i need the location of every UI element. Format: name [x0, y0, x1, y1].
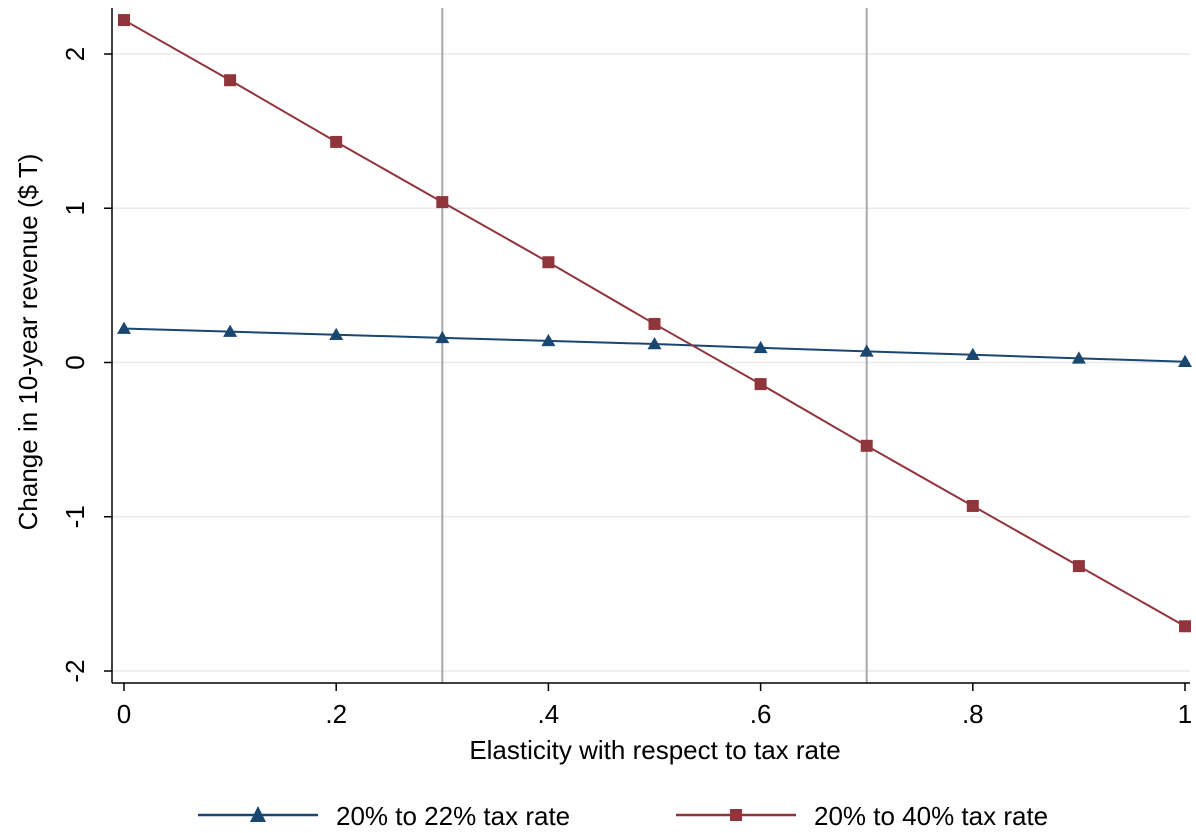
gridlines — [112, 53, 1190, 672]
x-tick-label: .4 — [538, 699, 560, 729]
axes — [111, 8, 1190, 684]
x-tick-label: 0 — [117, 699, 131, 729]
data-point-triangle — [1071, 351, 1086, 364]
data-point-triangle — [965, 347, 980, 361]
y-tick-label: 1 — [60, 201, 90, 215]
x-tick-label: .8 — [962, 699, 984, 729]
y-tick-label: -2 — [60, 659, 90, 682]
data-point-square — [1072, 560, 1085, 573]
x-tick-label: .2 — [325, 699, 347, 729]
data-point-square — [860, 439, 873, 452]
data-point-square — [224, 74, 237, 87]
data-point-square — [330, 135, 343, 148]
data-point-triangle — [435, 330, 450, 344]
data-point-triangle — [541, 333, 556, 347]
legend-swatch-marker-square — [730, 809, 742, 821]
legend-swatch-marker-triangle — [250, 806, 266, 822]
y-tick-label: 0 — [60, 355, 90, 369]
legend-item-series-2: 20% to 40% tax rate — [676, 801, 1048, 831]
data-point-square — [966, 499, 979, 512]
data-point-triangle — [647, 336, 662, 350]
data-point-square — [436, 196, 449, 209]
data-point-square — [118, 14, 130, 27]
legend-item-series-1: 20% to 22% tax rate — [198, 801, 570, 831]
series — [117, 14, 1192, 633]
legend-label: 20% to 22% tax rate — [336, 801, 570, 831]
data-point-triangle — [329, 327, 344, 340]
x-axis-title: Elasticity with respect to tax rate — [469, 735, 840, 765]
y-tick-label: 2 — [60, 47, 90, 61]
y-tick-label: -1 — [60, 505, 90, 528]
data-point-triangle — [1178, 354, 1192, 367]
legend: 20% to 22% tax rate 20% to 40% tax rate — [198, 801, 1048, 831]
series-1 — [117, 321, 1192, 367]
data-point-square — [1179, 620, 1191, 633]
ticks: -2 -1 0 1 2 0 .2 .4 .6 .8 1 — [60, 47, 1192, 729]
data-point-triangle — [753, 340, 768, 354]
data-point-square — [542, 256, 555, 269]
data-point-square — [648, 317, 661, 330]
x-tick-label: .6 — [750, 699, 772, 729]
data-point-triangle — [223, 324, 238, 337]
legend-label: 20% to 40% tax rate — [814, 801, 1048, 831]
x-tick-label: 1 — [1178, 699, 1192, 729]
data-point-triangle — [117, 321, 131, 334]
y-axis-title: Change in 10-year revenue ($ T) — [13, 154, 43, 531]
data-point-square — [754, 378, 767, 391]
series-2 — [118, 14, 1191, 633]
data-point-triangle — [859, 344, 874, 357]
